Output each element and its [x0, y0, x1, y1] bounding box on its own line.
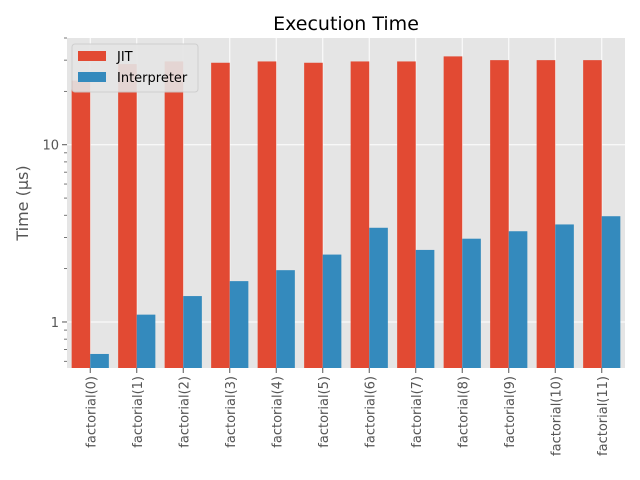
x-tick-label: factorial(9): [503, 376, 518, 448]
x-tick-label: factorial(1): [131, 376, 146, 448]
bar-interpreter-10: [555, 224, 574, 368]
bar-interpreter-3: [229, 281, 249, 368]
bar-jit-4: [257, 61, 277, 368]
x-tick-label: factorial(5): [317, 376, 332, 448]
y-axis-label: Time (µs): [13, 165, 32, 241]
x-tick-label: factorial(4): [270, 376, 285, 448]
legend-label-jit: JIT: [116, 50, 133, 65]
x-tick-label: factorial(0): [84, 376, 99, 448]
legend-label-interpreter: Interpreter: [117, 71, 188, 86]
bar-interpreter-2: [183, 296, 202, 368]
bar-interpreter-11: [601, 216, 621, 368]
x-axis: factorial(0) factorial(1) factorial(2) fact…: [84, 368, 611, 456]
legend-swatch-interpreter: [78, 72, 106, 82]
bar-interpreter-7: [415, 249, 435, 368]
x-tick-label: factorial(7): [410, 376, 425, 448]
bar-jit-2: [164, 61, 184, 368]
bar-jit-5: [304, 62, 323, 368]
bar-jit-3: [211, 62, 230, 368]
bar-jit-9: [490, 60, 509, 369]
y-axis: 1 10: [42, 37, 67, 362]
x-tick-label: factorial(2): [177, 376, 192, 448]
bar-interpreter-0: [90, 353, 109, 368]
bar-jit-11: [583, 60, 602, 369]
bar-jit-7: [397, 61, 416, 368]
x-tick-label: factorial(11): [596, 376, 611, 456]
bars: [71, 56, 621, 369]
bar-interpreter-1: [136, 314, 156, 368]
bar-interpreter-5: [322, 254, 342, 368]
x-tick-label: factorial(3): [224, 376, 239, 448]
bar-interpreter-4: [276, 270, 295, 368]
bar-interpreter-9: [508, 231, 528, 368]
bar-jit-0: [71, 80, 91, 368]
bar-jit-8: [443, 56, 463, 368]
bar-jit-10: [536, 60, 556, 369]
y-tick-label: 1: [51, 316, 59, 331]
bar-jit-6: [350, 61, 370, 368]
plot-background: [67, 38, 625, 368]
x-tick-label: factorial(6): [363, 376, 378, 448]
bar-interpreter-8: [462, 238, 481, 368]
legend: JIT Interpreter: [71, 43, 199, 93]
bar-jit-1: [118, 64, 137, 368]
legend-swatch-jit: [78, 51, 106, 61]
chart-title: Execution Time: [273, 13, 419, 35]
y-tick-label: 10: [42, 139, 59, 154]
bar-interpreter-6: [369, 227, 388, 368]
x-tick-label: factorial(10): [549, 376, 564, 456]
x-tick-label: factorial(8): [456, 376, 471, 448]
